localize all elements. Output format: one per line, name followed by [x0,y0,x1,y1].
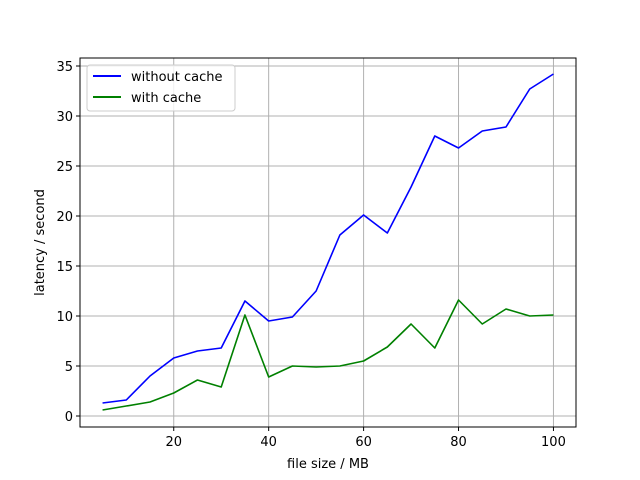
grid [80,58,576,427]
legend-label-without-cache: without cache [131,70,223,85]
y-tick-label: 30 [56,110,73,125]
x-tick-label: 100 [541,435,566,450]
y-tick-label: 0 [65,410,73,425]
legend-label-with-cache: with cache [131,91,201,106]
axis-ticks: 20 40 60 80 100 0 5 10 15 20 25 30 35 [56,60,565,450]
x-tick-label: 20 [165,435,182,450]
y-tick-label: 15 [56,260,73,275]
y-tick-label: 20 [56,210,73,225]
legend-box [86,64,236,112]
series-line-with-cache [102,299,554,411]
legend: without cache with cache [86,64,236,112]
series-line-without-cache [102,73,554,404]
x-tick-label: 40 [260,435,277,450]
x-tick-label: 60 [355,435,372,450]
series-lines [102,73,554,411]
y-axis-label: latency / second [33,189,48,296]
y-tick-label: 5 [65,360,73,375]
x-tick-label: 80 [450,435,467,450]
y-tick-label: 35 [56,60,73,75]
y-tick-label: 25 [56,160,73,175]
plot-frame [79,57,577,428]
y-tick-label: 10 [56,310,73,325]
x-axis-label: file size / MB [287,457,369,472]
